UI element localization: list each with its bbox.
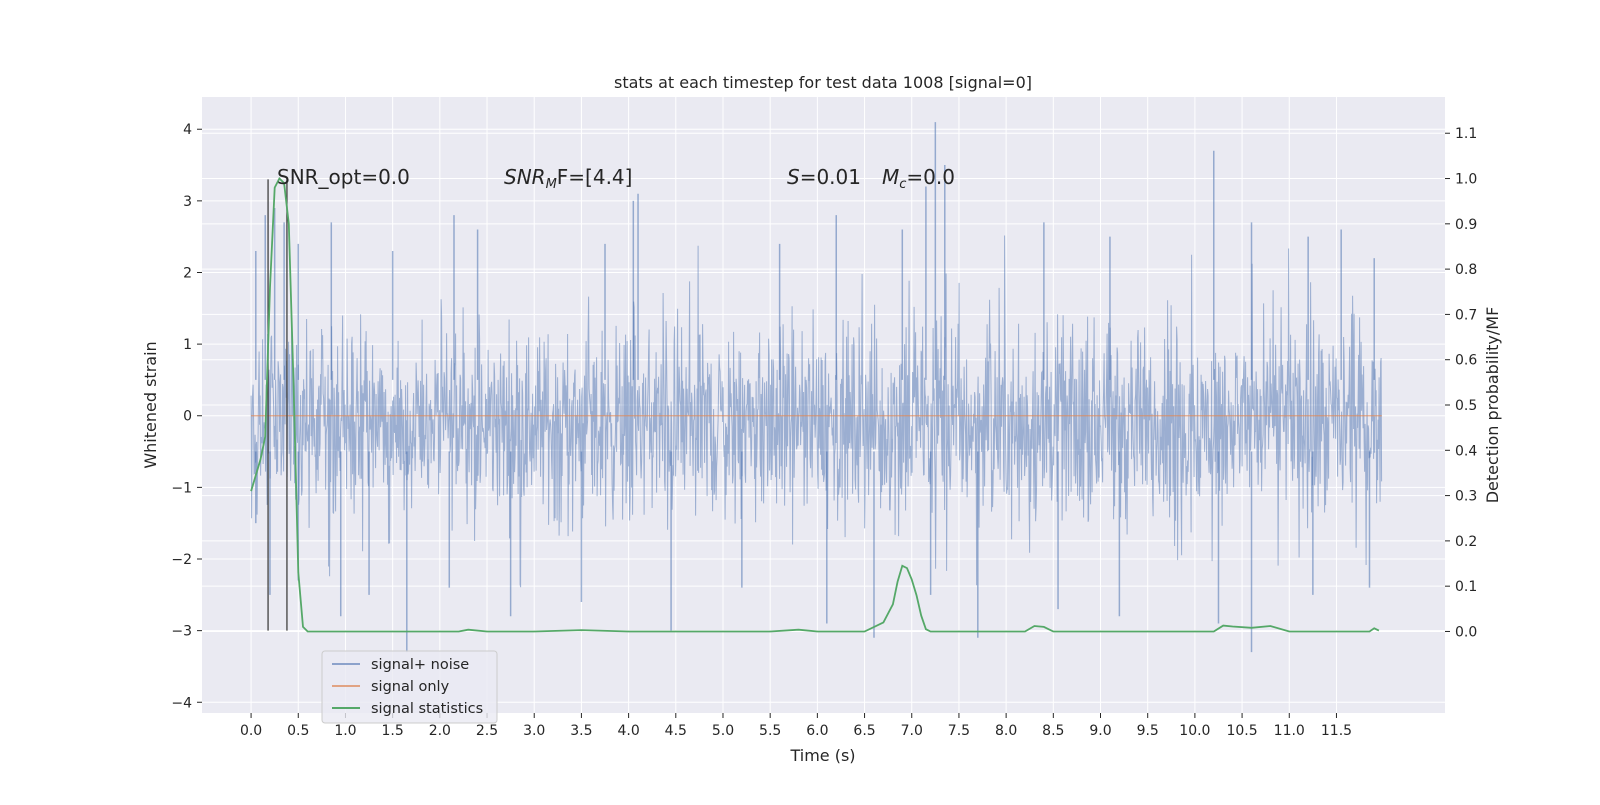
x-tick-label-11: 5.5 bbox=[759, 723, 781, 739]
x-tick-label-0: 0.0 bbox=[240, 723, 262, 739]
mc-value: =0.0 bbox=[906, 165, 955, 189]
s-symbol: S bbox=[787, 165, 800, 189]
y2-tick-label-1: 0.1 bbox=[1455, 579, 1477, 595]
y2-tick-label-7: 0.7 bbox=[1455, 307, 1477, 323]
x-axis-ticks: 0.0 0.5 1.0 1.5 2.0 2.5 3.0 3.5 4.0 4.5 5.0 5.5 6.0 6… bbox=[240, 713, 1352, 739]
legend: signal+ noise signal only signal statist… bbox=[321, 650, 498, 724]
x-tick-label-3: 1.5 bbox=[382, 723, 404, 739]
y2-tick-label-4: 0.4 bbox=[1455, 443, 1477, 459]
x-tick-label-21: 10.5 bbox=[1226, 723, 1257, 739]
s-annotation: S=0.01 bbox=[787, 165, 861, 189]
y-tick-label-4: 0 bbox=[183, 409, 192, 425]
x-tick-label-23: 11.5 bbox=[1321, 723, 1352, 739]
statistics-line bbox=[250, 177, 1380, 633]
vertical-markers bbox=[267, 179, 288, 631]
x-tick-label-12: 6.0 bbox=[806, 723, 828, 739]
legend-label-signal-only: signal only bbox=[371, 679, 450, 695]
y-tick-label-5: 1 bbox=[183, 337, 192, 353]
snr-mf-symbol: SNR bbox=[504, 165, 546, 189]
legend-label-signal-noise: signal+ noise bbox=[371, 657, 469, 673]
x-tick-label-18: 9.0 bbox=[1089, 723, 1111, 739]
y2-tick-label-6: 0.6 bbox=[1455, 353, 1477, 369]
x-tick-label-22: 11.0 bbox=[1274, 723, 1305, 739]
y-tick-label-1: −3 bbox=[171, 624, 192, 640]
x-tick-label-1: 0.5 bbox=[287, 723, 309, 739]
snr-mf-annotation: SNRMF=[4.4] bbox=[504, 165, 632, 192]
snr-mf-value: F=[4.4] bbox=[557, 165, 633, 189]
x-tick-label-7: 3.5 bbox=[570, 723, 592, 739]
x-tick-label-4: 2.0 bbox=[429, 723, 451, 739]
y-tick-label-3: −1 bbox=[171, 480, 192, 496]
s-value: =0.01 bbox=[800, 165, 861, 189]
y2-tick-label-5: 0.5 bbox=[1455, 398, 1477, 414]
y-axis-ticks: −4 −3 −2 −1 0 1 2 3 4 bbox=[171, 122, 202, 711]
y2-tick-label-11: 1.1 bbox=[1455, 126, 1477, 142]
x-tick-label-6: 3.0 bbox=[523, 723, 545, 739]
y-tick-label-0: −4 bbox=[171, 695, 192, 711]
x-tick-label-20: 10.0 bbox=[1179, 723, 1210, 739]
x-tick-label-16: 8.0 bbox=[995, 723, 1017, 739]
y2-tick-label-8: 0.8 bbox=[1455, 262, 1477, 278]
x-tick-label-2: 1.0 bbox=[334, 723, 356, 739]
legend-box bbox=[321, 650, 498, 724]
legend-label-statistics: signal statistics bbox=[371, 701, 483, 717]
snr-opt-annotation: SNR_opt=0.0 bbox=[277, 165, 410, 189]
x-tick-label-9: 4.5 bbox=[665, 723, 687, 739]
y2-tick-label-2: 0.2 bbox=[1455, 534, 1477, 550]
y-tick-label-8: 4 bbox=[183, 122, 192, 138]
y2-axis-label: Detection probability/MF bbox=[1483, 307, 1502, 504]
x-tick-label-17: 8.5 bbox=[1042, 723, 1064, 739]
x-tick-label-14: 7.0 bbox=[901, 723, 923, 739]
y-tick-label-6: 2 bbox=[183, 265, 192, 281]
chart-title: stats at each timestep for test data 100… bbox=[614, 73, 1032, 92]
mc-symbol: M bbox=[882, 165, 899, 189]
y-tick-label-2: −2 bbox=[171, 552, 192, 568]
grid-lines bbox=[202, 97, 1445, 713]
y2-tick-label-3: 0.3 bbox=[1455, 489, 1477, 505]
statistics-series bbox=[250, 177, 1380, 633]
y2-tick-label-9: 0.9 bbox=[1455, 217, 1477, 233]
y2-axis-ticks: 0.0 0.1 0.2 0.3 0.4 0.5 0.6 0.7 0.8 0.9 1.0 1.1 bbox=[1445, 126, 1477, 640]
y-tick-label-7: 3 bbox=[183, 194, 192, 210]
x-axis-label: Time (s) bbox=[789, 746, 855, 765]
x-tick-label-8: 4.0 bbox=[617, 723, 639, 739]
x-tick-label-15: 7.5 bbox=[948, 723, 970, 739]
y-axis-label: Whitened strain bbox=[141, 341, 160, 468]
y2-tick-label-0: 0.0 bbox=[1455, 624, 1477, 640]
x-tick-label-5: 2.5 bbox=[476, 723, 498, 739]
snr-mf-subscript: M bbox=[546, 177, 557, 192]
mc-annotation: Mc=0.0 bbox=[882, 165, 955, 192]
x-tick-label-13: 6.5 bbox=[853, 723, 875, 739]
x-tick-label-19: 9.5 bbox=[1137, 723, 1159, 739]
mc-subscript: c bbox=[899, 177, 906, 192]
y2-tick-label-10: 1.0 bbox=[1455, 172, 1477, 188]
x-tick-label-10: 5.0 bbox=[712, 723, 734, 739]
